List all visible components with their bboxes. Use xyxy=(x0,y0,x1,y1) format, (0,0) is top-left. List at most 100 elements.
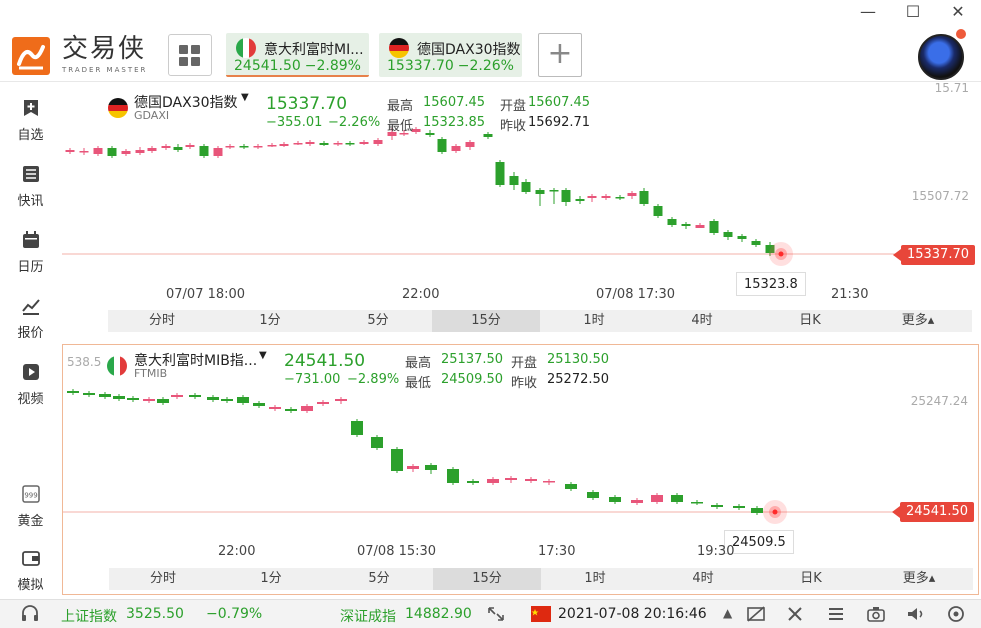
candle-body xyxy=(467,481,479,483)
period-tab-5m[interactable]: 5分 xyxy=(368,571,390,586)
open-value: 25130.50 xyxy=(547,352,610,367)
sidebar-item-watchlist[interactable]: 自选 xyxy=(0,99,61,143)
period-tab-timeline[interactable]: 分时 xyxy=(149,571,176,586)
instrument-code: GDAXI xyxy=(134,109,170,122)
candle-body xyxy=(465,142,475,147)
low-value: 24509.50 xyxy=(441,372,504,387)
candle-body xyxy=(387,132,397,136)
gold-bar-icon: 999 xyxy=(21,485,40,503)
period-selector: 分时 1分 5分 15分 1时 4时 日K 更多▴ xyxy=(109,568,973,590)
volume-icon[interactable] xyxy=(906,605,926,623)
wallet-icon xyxy=(21,551,40,566)
candle-body xyxy=(671,495,683,502)
sidebar-item-quotes[interactable]: 报价 xyxy=(0,297,61,341)
period-tab-5m[interactable]: 5分 xyxy=(367,313,389,328)
candle-body xyxy=(765,245,775,253)
add-tab-button[interactable]: + xyxy=(538,33,582,77)
candlestick-chart[interactable] xyxy=(63,345,978,594)
sidebar-item-label: 视频 xyxy=(17,392,44,407)
scroll-up-icon[interactable]: ▲ xyxy=(723,606,733,620)
candle-body xyxy=(521,182,531,192)
sidebar-item-calendar[interactable]: 日历 xyxy=(0,231,61,275)
candle-body xyxy=(237,397,249,403)
candle-body xyxy=(733,506,745,508)
index-name[interactable]: 上证指数 xyxy=(61,609,117,625)
period-tab-1h[interactable]: 1时 xyxy=(583,313,605,328)
tools-icon[interactable] xyxy=(786,605,806,623)
candle-body xyxy=(221,399,233,401)
candle-body xyxy=(543,481,555,483)
period-tab-timeline[interactable]: 分时 xyxy=(148,313,175,328)
notification-badge xyxy=(956,29,966,39)
candle-body xyxy=(135,150,145,153)
live-dot xyxy=(772,509,778,515)
candle-body xyxy=(253,146,263,148)
close-button[interactable]: ✕ xyxy=(951,2,965,21)
low-marker: 24509.5 xyxy=(724,530,794,554)
period-selector: 分时 1分 5分 15分 1时 4时 日K 更多▴ xyxy=(108,310,972,332)
dropdown-caret-icon[interactable]: ▼ xyxy=(259,350,267,361)
high-value: 15607.45 xyxy=(423,95,486,110)
candle-body xyxy=(751,508,763,513)
dropdown-caret-icon[interactable]: ▼ xyxy=(241,92,249,103)
display-off-icon[interactable] xyxy=(746,605,766,623)
candle-body xyxy=(99,394,111,397)
settings-icon[interactable] xyxy=(946,605,966,623)
sidebar-item-label: 黄金 xyxy=(17,514,44,529)
candle-body xyxy=(525,479,537,481)
prev-close-value: 15692.71 xyxy=(528,115,591,130)
china-flag-icon xyxy=(531,606,551,622)
candle-body xyxy=(709,221,719,233)
candle-body xyxy=(161,146,171,148)
minimize-button[interactable]: — xyxy=(860,2,876,21)
maximize-button[interactable]: ☐ xyxy=(905,2,921,21)
period-tab-1m[interactable]: 1分 xyxy=(259,313,281,328)
low-marker: 15323.8 xyxy=(736,272,806,296)
change-pct: −2.89% xyxy=(347,372,400,387)
candle-body xyxy=(391,449,403,471)
candle-body xyxy=(509,176,519,185)
sidebar-item-news[interactable]: 快讯 xyxy=(0,165,61,209)
sidebar-item-video[interactable]: 视频 xyxy=(0,363,61,407)
period-tab-15m[interactable]: 15分 xyxy=(432,310,540,332)
chart-panel-gdaxi[interactable]: 德国DAX30指数 ▼ GDAXI 15337.70 −355.01 −2.26… xyxy=(62,81,979,340)
menu-icon[interactable] xyxy=(826,605,846,623)
candle-body xyxy=(199,146,209,156)
candle-body xyxy=(83,393,95,395)
chart-panel-ftmib[interactable]: 意大利富时MIB指... ▼ FTMIB 24541.50 −731.00 −2… xyxy=(62,344,979,595)
layout-grid-button[interactable] xyxy=(168,34,212,76)
tab-ftmib[interactable]: 意大利富时MI... 24541.50 −2.89% xyxy=(226,33,369,77)
avatar[interactable] xyxy=(918,34,964,80)
period-tab-day[interactable]: 日K xyxy=(800,571,822,586)
prev-close-label: 昨收 xyxy=(500,119,527,134)
period-tab-more[interactable]: 更多▴ xyxy=(901,313,935,328)
period-tab-15m[interactable]: 15分 xyxy=(433,568,541,590)
live-dot xyxy=(778,251,784,257)
candle-body xyxy=(305,142,315,144)
period-tab-day[interactable]: 日K xyxy=(799,313,821,328)
period-tab-more[interactable]: 更多▴ xyxy=(902,571,936,586)
period-tab-1h[interactable]: 1时 xyxy=(584,571,606,586)
period-tab-4h[interactable]: 4时 xyxy=(692,571,714,586)
tab-gdaxi[interactable]: 德国DAX30指数 15337.70 −2.26% xyxy=(379,33,522,77)
candlestick-chart[interactable] xyxy=(62,84,979,340)
instrument-name[interactable]: 德国DAX30指数 xyxy=(134,95,238,111)
tab-price: 15337.70 xyxy=(387,58,454,74)
swap-icon[interactable] xyxy=(486,605,506,623)
candle-body xyxy=(121,151,131,154)
candle-body xyxy=(185,145,195,147)
period-tab-1m[interactable]: 1分 xyxy=(260,571,282,586)
candle-body xyxy=(269,407,281,409)
index-name[interactable]: 深证成指 xyxy=(340,609,396,625)
candle-body xyxy=(627,193,637,196)
period-tab-4h[interactable]: 4时 xyxy=(691,313,713,328)
headset-icon[interactable] xyxy=(20,605,40,623)
sidebar-item-simulate[interactable]: 模拟 xyxy=(0,549,61,593)
prev-close-value: 25272.50 xyxy=(547,372,610,387)
sidebar-item-gold[interactable]: 999 黄金 xyxy=(0,485,61,529)
svg-text:999: 999 xyxy=(24,492,37,500)
camera-icon[interactable] xyxy=(866,605,886,623)
instrument-name[interactable]: 意大利富时MIB指... xyxy=(134,353,258,369)
candle-body xyxy=(609,497,621,502)
